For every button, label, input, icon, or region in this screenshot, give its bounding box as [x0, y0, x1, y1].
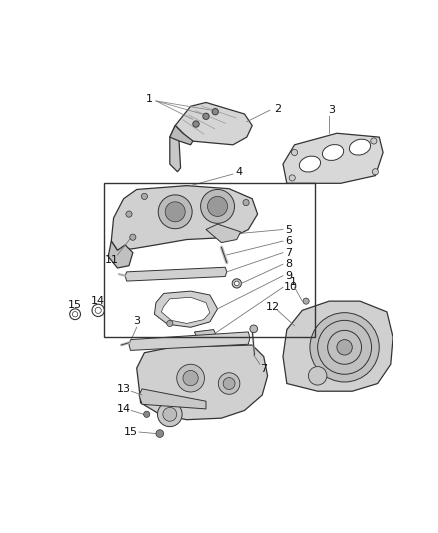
- Circle shape: [183, 370, 198, 386]
- Polygon shape: [129, 332, 250, 350]
- Circle shape: [372, 168, 378, 175]
- Circle shape: [223, 377, 235, 390]
- Circle shape: [130, 234, 136, 240]
- Text: 1: 1: [290, 277, 297, 287]
- Circle shape: [126, 211, 132, 217]
- Text: 3: 3: [328, 105, 335, 115]
- Text: 10: 10: [284, 282, 298, 292]
- Polygon shape: [139, 389, 206, 409]
- Circle shape: [208, 196, 228, 216]
- Polygon shape: [283, 133, 383, 183]
- Circle shape: [303, 298, 309, 304]
- Circle shape: [158, 195, 192, 229]
- Text: 14: 14: [117, 404, 131, 414]
- Circle shape: [243, 199, 249, 206]
- Ellipse shape: [299, 156, 321, 172]
- Circle shape: [165, 202, 185, 222]
- Circle shape: [212, 109, 218, 115]
- Polygon shape: [206, 224, 240, 243]
- Circle shape: [203, 113, 209, 119]
- Circle shape: [156, 430, 164, 438]
- Polygon shape: [161, 297, 210, 324]
- Circle shape: [177, 364, 205, 392]
- Text: 8: 8: [286, 259, 293, 269]
- Circle shape: [337, 340, 352, 355]
- Circle shape: [201, 189, 234, 223]
- Ellipse shape: [350, 139, 371, 155]
- Text: 15: 15: [68, 300, 82, 310]
- Text: 1: 1: [146, 94, 153, 103]
- Bar: [103, 183, 315, 337]
- Text: 13: 13: [117, 384, 131, 394]
- Circle shape: [291, 149, 298, 156]
- Polygon shape: [125, 267, 227, 281]
- Polygon shape: [170, 126, 183, 172]
- Text: 11: 11: [105, 255, 119, 265]
- Circle shape: [141, 193, 148, 199]
- Text: 12: 12: [266, 302, 280, 311]
- Text: 5: 5: [286, 224, 293, 235]
- Circle shape: [144, 411, 150, 417]
- Polygon shape: [283, 301, 393, 391]
- Text: 4: 4: [236, 167, 243, 177]
- Text: 14: 14: [91, 296, 105, 306]
- Polygon shape: [111, 185, 258, 251]
- Text: 6: 6: [286, 236, 293, 246]
- Polygon shape: [137, 345, 268, 419]
- Polygon shape: [194, 329, 216, 337]
- Circle shape: [193, 121, 199, 127]
- Polygon shape: [175, 102, 252, 145]
- Ellipse shape: [322, 144, 344, 160]
- Circle shape: [289, 175, 295, 181]
- Text: 15: 15: [124, 427, 138, 437]
- Circle shape: [232, 279, 241, 288]
- Text: 7: 7: [286, 248, 293, 257]
- Circle shape: [218, 373, 240, 394]
- Circle shape: [310, 313, 379, 382]
- Text: 3: 3: [133, 316, 140, 326]
- Circle shape: [167, 320, 173, 327]
- Circle shape: [308, 367, 327, 385]
- Polygon shape: [108, 241, 133, 268]
- Circle shape: [158, 402, 182, 426]
- Circle shape: [250, 325, 258, 333]
- Circle shape: [371, 138, 377, 144]
- Polygon shape: [155, 291, 218, 327]
- Circle shape: [163, 407, 177, 421]
- Circle shape: [234, 281, 239, 286]
- Text: 7: 7: [260, 364, 267, 374]
- Polygon shape: [170, 126, 193, 145]
- Text: 9: 9: [286, 271, 293, 281]
- Text: 2: 2: [274, 103, 281, 114]
